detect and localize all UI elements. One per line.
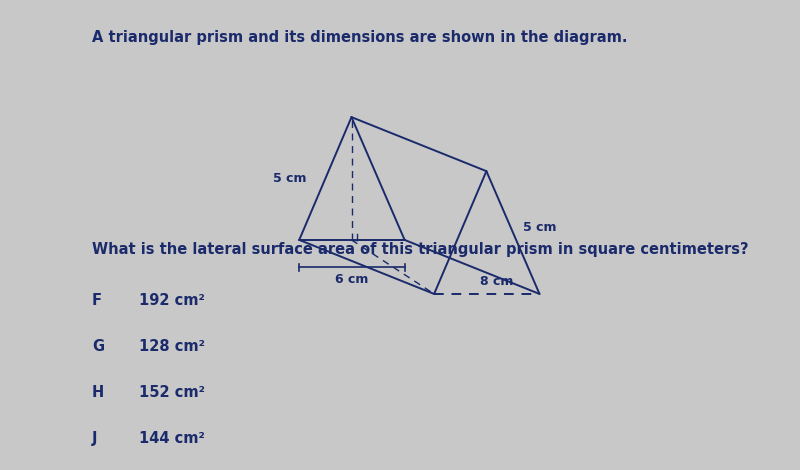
- Text: A triangular prism and its dimensions are shown in the diagram.: A triangular prism and its dimensions ar…: [92, 30, 627, 45]
- Text: 5 cm: 5 cm: [274, 172, 307, 185]
- Text: 6 cm: 6 cm: [335, 274, 369, 286]
- Text: G: G: [92, 339, 104, 354]
- Text: What is the lateral surface area of this triangular prism in square centimeters?: What is the lateral surface area of this…: [92, 242, 749, 257]
- Text: J: J: [92, 431, 98, 446]
- Text: 152 cm²: 152 cm²: [139, 385, 205, 400]
- Text: F: F: [92, 293, 102, 308]
- Text: 5 cm: 5 cm: [523, 221, 557, 234]
- Text: H: H: [92, 385, 104, 400]
- Text: 8 cm: 8 cm: [481, 275, 514, 288]
- Text: 128 cm²: 128 cm²: [139, 339, 205, 354]
- Text: 144 cm²: 144 cm²: [139, 431, 205, 446]
- Text: 192 cm²: 192 cm²: [139, 293, 205, 308]
